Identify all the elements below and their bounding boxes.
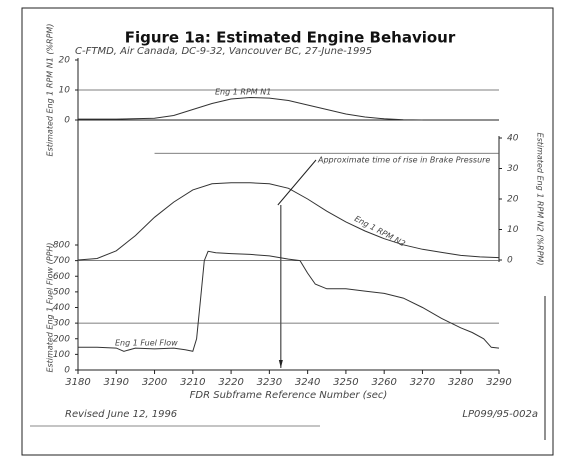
y-axis-label: Estimated Eng 1 RPM N2 (%RPM) — [536, 133, 545, 266]
subtitle: C-FTMD, Air Canada, DC-9-32, Vancouver B… — [75, 46, 372, 57]
revised: Revised June 12, 1996 — [65, 409, 177, 420]
x-tick-label: 3270 — [410, 377, 435, 388]
y-tick-label: 30 — [507, 164, 519, 174]
annotation-arrow — [278, 360, 283, 368]
x-tick-label: 3230 — [257, 377, 282, 388]
x-tick-label: 3190 — [104, 377, 129, 388]
y-tick-label: 400 — [53, 303, 70, 313]
x-tick-label: 3180 — [65, 377, 90, 388]
y-tick-label: 10 — [59, 86, 71, 96]
y-tick-label: 20 — [59, 56, 71, 66]
y-tick-label: 500 — [53, 287, 70, 297]
x-tick-label: 3200 — [142, 377, 167, 388]
reference: LP099/95-002a — [462, 409, 538, 420]
series-line — [78, 250, 500, 352]
x-axis-label: FDR Subframe Reference Number (sec) — [190, 390, 388, 401]
annotation-leader — [277, 159, 317, 206]
series-label: Eng 1 RPM N2 — [353, 214, 407, 248]
y-tick-label: 0 — [507, 256, 513, 266]
title: Figure 1a: Estimated Engine Behaviour — [125, 29, 456, 47]
series-label: Eng 1 RPM N1 — [215, 88, 271, 97]
x-tick-label: 3250 — [333, 377, 358, 388]
y-tick-label: 20 — [507, 195, 519, 205]
y-tick-label: 800 — [53, 241, 70, 251]
y-tick-label: 10 — [507, 225, 519, 235]
x-tick-label: 3240 — [295, 377, 320, 388]
y-axis-label: Estimated Eng 1 Fuel Flow (PPH) — [46, 242, 55, 372]
x-tick-label: 3290 — [486, 377, 511, 388]
y-tick-label: 40 — [507, 134, 519, 144]
x-tick-label: 3280 — [448, 377, 473, 388]
y-tick-label: 0 — [64, 366, 70, 376]
series-label: Eng 1 Fuel Flow — [115, 339, 178, 348]
x-tick-label: 3210 — [180, 377, 205, 388]
y-axis-label: Estimated Eng 1 RPM N1 (%RPM) — [46, 24, 55, 157]
y-tick-label: 0 — [64, 116, 70, 126]
frame — [21, 7, 554, 456]
annotation: Approximate time of rise in Brake Pressu… — [317, 156, 490, 165]
y-tick-label: 600 — [53, 272, 70, 282]
x-tick-label: 3260 — [371, 377, 396, 388]
y-tick-label: 100 — [53, 350, 70, 360]
y-tick-label: 700 — [53, 256, 70, 266]
y-tick-label: 300 — [53, 319, 70, 329]
y-tick-label: 200 — [53, 334, 70, 344]
series-line — [77, 182, 500, 261]
x-tick-label: 3220 — [218, 377, 243, 388]
series-line — [78, 96, 423, 121]
